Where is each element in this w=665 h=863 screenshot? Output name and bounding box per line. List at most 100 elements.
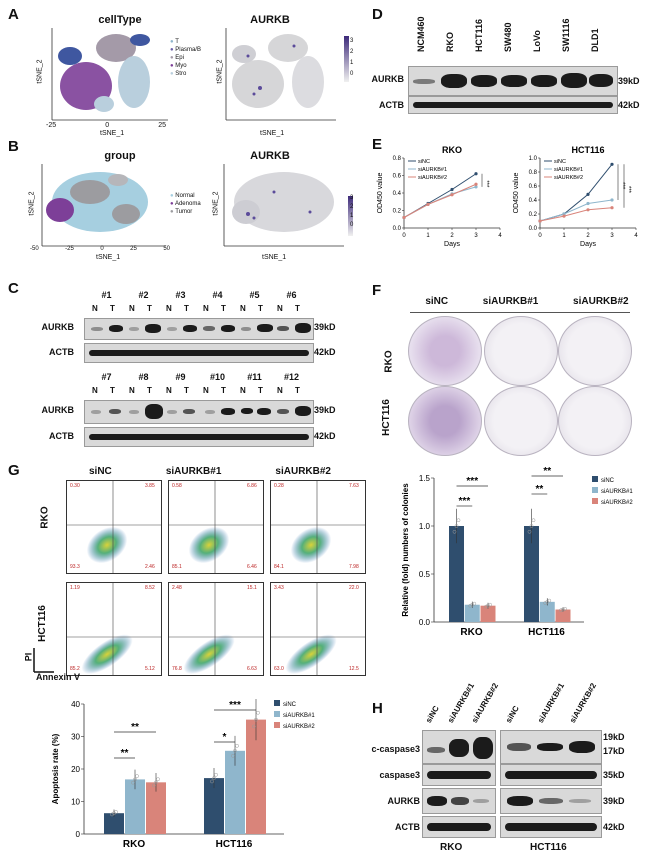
blot-d-actb — [408, 96, 618, 114]
facs-row-rko: RKO — [39, 506, 51, 529]
y-axis-label: Apoptosis rate (%) — [51, 733, 60, 804]
sample-number: #4 — [212, 290, 223, 300]
tick-x: -25 — [46, 122, 57, 129]
data-point — [426, 202, 430, 206]
lane-label: SW1116 — [561, 18, 571, 52]
x-tick-label: 2 — [586, 233, 590, 239]
replicate-point — [454, 524, 459, 528]
tick-x: 25 — [158, 122, 166, 129]
significance-label: *** — [483, 180, 489, 188]
quadrant-value: 7.98 — [349, 564, 359, 570]
blot-c-actb-top — [84, 343, 314, 363]
quadrant-value: 15.1 — [247, 585, 257, 591]
replicate-point — [470, 602, 475, 607]
replicate-point — [112, 811, 116, 816]
sample-number: #12 — [283, 372, 300, 382]
legend-label: siAURKB#2 — [554, 175, 583, 181]
lane-t: T — [221, 304, 226, 313]
tsne-group-title: group — [104, 150, 136, 162]
tsne-aurkb-title-b: AURKB — [250, 150, 290, 162]
x-tick-label: 1 — [426, 233, 430, 239]
replicate-point — [563, 606, 567, 611]
y-tick-label: 10 — [71, 798, 80, 807]
legend-swatch — [592, 487, 598, 493]
blot-d-lanes: NCM460 RKO HCT116 SW480 LoVo SW1116 DLD1 — [410, 8, 610, 64]
ylabel: tSNE_2 — [212, 191, 220, 216]
sample-number: #2 — [138, 290, 149, 300]
kd-42: 42kD — [603, 822, 625, 832]
significance-label: *** — [466, 476, 478, 487]
row-label-actb: ACTB — [379, 100, 404, 110]
facs-plot: 3.43 22.0 63.0 12.5 — [270, 582, 366, 676]
tsne-aurkb-plot-b — [223, 164, 353, 247]
kd-17: 17kD — [603, 746, 625, 756]
blot-h-casp-rko — [422, 764, 496, 786]
replicate-point — [252, 724, 256, 729]
bar — [524, 526, 539, 622]
y-axis-label: Relative (fold) numbers of colonies — [401, 483, 410, 617]
lane-t: T — [110, 304, 115, 313]
line-chart-hct116: HCT116 0 1 2 3 4 0.0 0.2 0.4 0.6 0.8 1.0 Days OD450 v… — [513, 145, 638, 248]
colony-row-rko: RKO — [383, 350, 395, 373]
lane-label: siNC — [424, 704, 441, 725]
legend-label: siAURKB#1 — [554, 167, 583, 173]
lane-n: N — [92, 304, 98, 313]
quadrant-value: 7.63 — [349, 483, 359, 489]
legend-swatch — [274, 711, 280, 717]
row-label-actb: ACTB — [395, 822, 420, 832]
xlabel: tSNE_1 — [96, 254, 121, 261]
data-point — [474, 182, 478, 186]
bar — [449, 526, 464, 622]
quadrant-value: 2.48 — [172, 585, 182, 591]
y-tick-label: 0.5 — [419, 570, 431, 579]
blot-c-actb-bottom — [84, 427, 314, 447]
replicate-point — [561, 607, 565, 612]
legend-label: siAURKB#1 — [418, 167, 447, 173]
facs-grid: 0.30 3.85 93.3 2.46 0.58 6.86 85.1 6.46 0.28 7.… — [66, 480, 366, 676]
quadrant-value: 3.85 — [145, 483, 155, 489]
legend-label: siAURKB#2 — [601, 500, 633, 506]
lane-n: N — [277, 304, 283, 313]
replicate-point — [156, 777, 160, 782]
blot-h-actb-hct — [500, 816, 602, 838]
category-label: HCT116 — [216, 839, 253, 850]
series-line — [403, 183, 477, 218]
x-tick-label: 4 — [634, 233, 638, 239]
data-point — [610, 206, 614, 210]
lane-label: siAURKB#1 — [536, 681, 567, 725]
lane-n: N — [166, 386, 172, 395]
x-axis-label: Days — [444, 241, 460, 248]
colony-plate — [558, 316, 632, 386]
blot-h-aurkb-rko — [422, 788, 496, 814]
quadrant-value: 6.86 — [247, 483, 257, 489]
row-label-actb: ACTB — [49, 347, 74, 357]
quadrant-value: 84.1 — [274, 564, 284, 570]
data-point — [610, 198, 614, 202]
quadrant-value: 63.0 — [274, 666, 284, 672]
lane-t: T — [184, 304, 189, 313]
lane-n: N — [240, 386, 246, 395]
blot-c-aurkb-bottom — [84, 400, 314, 424]
replicate-point — [545, 599, 550, 604]
y-tick-label: 0.8 — [393, 156, 402, 162]
xlabel: tSNE_1 — [260, 130, 285, 137]
lane-t: T — [258, 304, 263, 313]
data-point — [586, 192, 590, 196]
y-tick-label: 0.0 — [419, 618, 431, 627]
bar — [204, 778, 224, 834]
data-point — [450, 193, 454, 197]
blot-h-aurkb-hct — [500, 788, 602, 814]
apoptosis-bar-chart: 0 10 20 30 40 Apoptosis rate (%) RKO HCT116 siNC… — [51, 699, 315, 850]
legend-swatch — [592, 476, 598, 482]
quadrant-value: 8.52 — [145, 585, 155, 591]
facs-plot: 0.58 6.86 85.1 6.46 — [168, 480, 264, 574]
replicate-point — [152, 783, 156, 788]
quadrant-value: 12.5 — [349, 666, 359, 672]
replicate-point — [131, 780, 135, 785]
lane-t: T — [110, 386, 115, 395]
data-point — [538, 219, 542, 223]
y-tick-label: 40 — [71, 700, 80, 709]
legend-swatch — [592, 498, 598, 504]
significance-label: ** — [543, 466, 551, 477]
